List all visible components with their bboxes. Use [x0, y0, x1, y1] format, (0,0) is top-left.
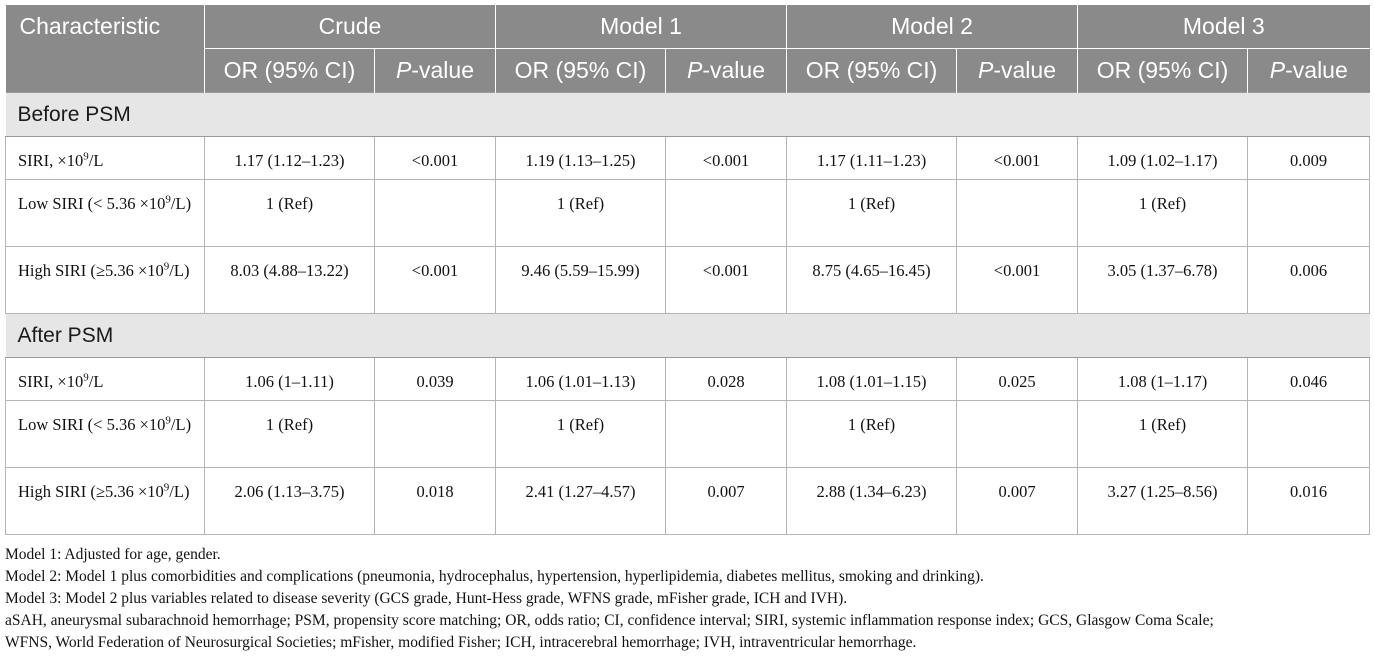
table-row: Low SIRI (< 5.36 ×109/L) 1 (Ref) 1 (Ref)… [5, 179, 1371, 247]
p-value-cell: 0.007 [664, 467, 788, 535]
or-ci-cell: 3.27 (1.25–8.56) [1077, 467, 1249, 535]
table-row: High SIRI (≥5.36 ×109/L) 2.06 (1.13–3.75… [5, 467, 1371, 535]
header-row-groups: Characteristic Crude Model 1 Model 2 Mod… [5, 5, 1370, 49]
section-title: After PSM [5, 313, 1370, 358]
p-value-cell: <0.001 [664, 136, 788, 180]
footnote: Model 1: Adjusted for age, gender. [5, 546, 221, 563]
or-ci-cell: 1 (Ref) [786, 400, 958, 468]
section-title: Before PSM [5, 92, 1370, 137]
footnote: Model 2: Model 1 plus comorbidities and … [5, 568, 984, 585]
header-group-crude: Crude [204, 5, 496, 49]
table-row: SIRI, ×109/L 1.06 (1–1.11) 0.039 1.06 (1… [5, 357, 1371, 401]
p-value-cell [374, 400, 496, 468]
header-or-ci: OR (95% CI) [1077, 48, 1248, 93]
p-value-cell: <0.001 [956, 246, 1079, 314]
or-ci-cell: 1.06 (1–1.11) [204, 357, 375, 401]
or-ci-cell: 1.17 (1.12–1.23) [204, 136, 375, 180]
header-group-model-1: Model 1 [494, 5, 787, 49]
or-ci-cell: 1.17 (1.11–1.23) [786, 136, 958, 180]
or-ci-cell: 1 (Ref) [495, 179, 666, 247]
or-ci-cell: 2.88 (1.34–6.23) [786, 467, 958, 535]
or-ci-cell: 1.08 (1.01–1.15) [786, 357, 958, 401]
row-label: SIRI, ×109/L [5, 357, 205, 401]
p-value-cell [374, 179, 496, 247]
table-footnotes: Model 1: Adjusted for age, gender. Model… [5, 544, 1371, 654]
row-label: High SIRI (≥5.36 ×109/L) [5, 246, 205, 314]
header-group-model-2: Model 2 [786, 5, 1078, 49]
table-row: High SIRI (≥5.36 ×109/L) 8.03 (4.88–13.2… [5, 246, 1371, 314]
header-group-model-3: Model 3 [1077, 5, 1370, 49]
p-value-cell: 0.025 [956, 357, 1079, 401]
p-value-cell: 0.006 [1247, 246, 1371, 314]
table-row: SIRI, ×109/L 1.17 (1.12–1.23) <0.001 1.1… [5, 136, 1371, 180]
header-p-value: P-value [664, 48, 787, 93]
section-row-after-psm: After PSM [5, 313, 1370, 358]
header-or-ci: OR (95% CI) [495, 48, 666, 93]
section-row-before-psm: Before PSM [5, 92, 1370, 137]
table-row: Low SIRI (< 5.36 ×109/L) 1 (Ref) 1 (Ref)… [5, 400, 1371, 468]
p-value-cell: <0.001 [664, 246, 788, 314]
p-value-cell: 0.046 [1247, 357, 1371, 401]
or-ci-cell: 8.03 (4.88–13.22) [204, 246, 375, 314]
p-value-cell [1247, 179, 1371, 247]
p-value-cell [1247, 400, 1371, 468]
footnote: aSAH, aneurysmal subarachnoid hemorrhage… [5, 612, 1214, 629]
footnote: Model 3: Model 2 plus variables related … [5, 590, 848, 607]
or-ci-cell: 1 (Ref) [204, 179, 375, 247]
p-value-cell [956, 400, 1079, 468]
or-ci-cell: 1 (Ref) [1077, 400, 1249, 468]
header-blank [5, 48, 205, 93]
results-table-container: Characteristic Crude Model 1 Model 2 Mod… [5, 5, 1371, 535]
p-value-cell [956, 179, 1079, 247]
p-value-cell: <0.001 [374, 246, 496, 314]
p-value-cell: 0.039 [374, 357, 496, 401]
p-value-cell: 0.007 [956, 467, 1079, 535]
p-value-cell: <0.001 [374, 136, 496, 180]
header-p-value: P-value [956, 48, 1078, 93]
or-ci-cell: 1.09 (1.02–1.17) [1077, 136, 1249, 180]
header-or-ci: OR (95% CI) [786, 48, 957, 93]
or-ci-cell: 8.75 (4.65–16.45) [786, 246, 958, 314]
or-ci-cell: 1 (Ref) [1077, 179, 1249, 247]
row-label: SIRI, ×109/L [5, 136, 205, 180]
or-ci-cell: 1.19 (1.13–1.25) [495, 136, 666, 180]
or-ci-cell: 1 (Ref) [204, 400, 375, 468]
footnote: WFNS, World Federation of Neurosurgical … [5, 634, 917, 651]
row-label: Low SIRI (< 5.36 ×109/L) [5, 400, 205, 468]
odds-ratio-table: Characteristic Crude Model 1 Model 2 Mod… [5, 5, 1371, 535]
row-label: High SIRI (≥5.36 ×109/L) [5, 467, 205, 535]
header-p-value: P-value [374, 48, 496, 93]
or-ci-cell: 1 (Ref) [786, 179, 958, 247]
row-label: Low SIRI (< 5.36 ×109/L) [5, 179, 205, 247]
or-ci-cell: 9.46 (5.59–15.99) [495, 246, 666, 314]
or-ci-cell: 3.05 (1.37–6.78) [1077, 246, 1249, 314]
or-ci-cell: 2.06 (1.13–3.75) [204, 467, 375, 535]
header-or-ci: OR (95% CI) [204, 48, 375, 93]
p-value-cell: 0.028 [664, 357, 788, 401]
header-row-subcolumns: OR (95% CI) P-value OR (95% CI) P-value … [5, 48, 1370, 93]
p-value-cell [664, 400, 788, 468]
or-ci-cell: 1.06 (1.01–1.13) [495, 357, 666, 401]
header-characteristic: Characteristic [5, 5, 205, 49]
p-value-cell: 0.016 [1247, 467, 1371, 535]
or-ci-cell: 2.41 (1.27–4.57) [495, 467, 666, 535]
p-value-cell: 0.018 [374, 467, 496, 535]
p-value-cell: 0.009 [1247, 136, 1371, 180]
p-value-cell: <0.001 [956, 136, 1079, 180]
or-ci-cell: 1 (Ref) [495, 400, 666, 468]
header-p-value: P-value [1247, 48, 1370, 93]
p-value-cell [664, 179, 788, 247]
or-ci-cell: 1.08 (1–1.17) [1077, 357, 1249, 401]
